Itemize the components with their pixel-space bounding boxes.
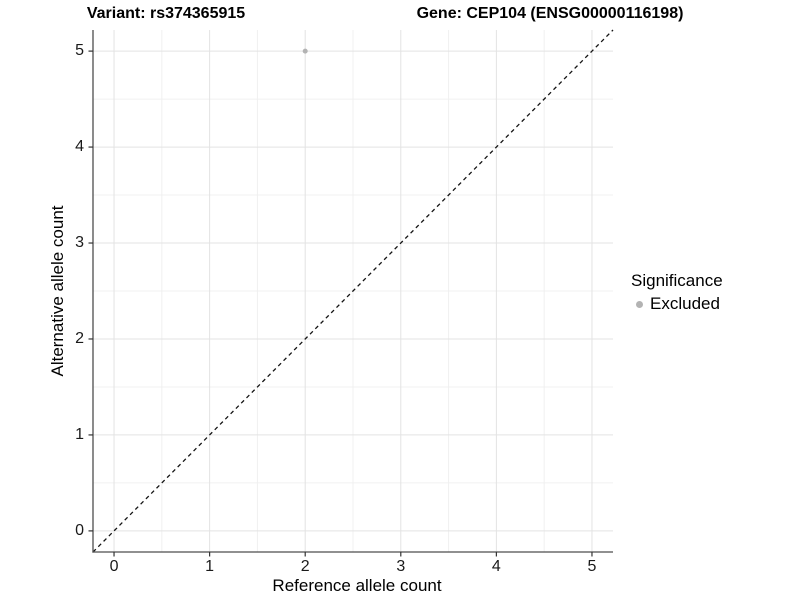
y-tick-label: 2 xyxy=(75,329,84,347)
identity-line xyxy=(92,29,614,553)
legend-item-label: Excluded xyxy=(650,294,720,313)
legend: Significance Excluded xyxy=(628,271,723,314)
x-tick-label: 3 xyxy=(396,558,406,575)
y-tick-label: 1 xyxy=(75,425,84,443)
legend-title: Significance xyxy=(631,271,723,290)
y-tick-label: 5 xyxy=(75,42,84,60)
y-tick-label: 3 xyxy=(75,234,84,252)
x-tick-label: 2 xyxy=(300,558,310,575)
legend-item-excluded: Excluded xyxy=(628,294,723,314)
x-tick-label: 0 xyxy=(109,558,119,575)
x-axis-title: Reference allele count xyxy=(272,576,442,595)
data-point xyxy=(302,48,308,54)
y-tick-label: 0 xyxy=(75,521,84,539)
x-tick-label: 5 xyxy=(587,558,597,575)
x-tick-label: 4 xyxy=(491,558,501,575)
y-axis-title: Alternative allele count xyxy=(48,205,67,377)
plot-title-gene: Gene: CEP104 (ENSG00000116198) xyxy=(416,5,684,22)
excluded-dot-icon xyxy=(636,300,643,308)
x-tick-label: 1 xyxy=(205,558,215,575)
y-tick-label: 4 xyxy=(75,138,84,156)
plot-title-variant: Variant: rs374365915 xyxy=(86,5,246,22)
